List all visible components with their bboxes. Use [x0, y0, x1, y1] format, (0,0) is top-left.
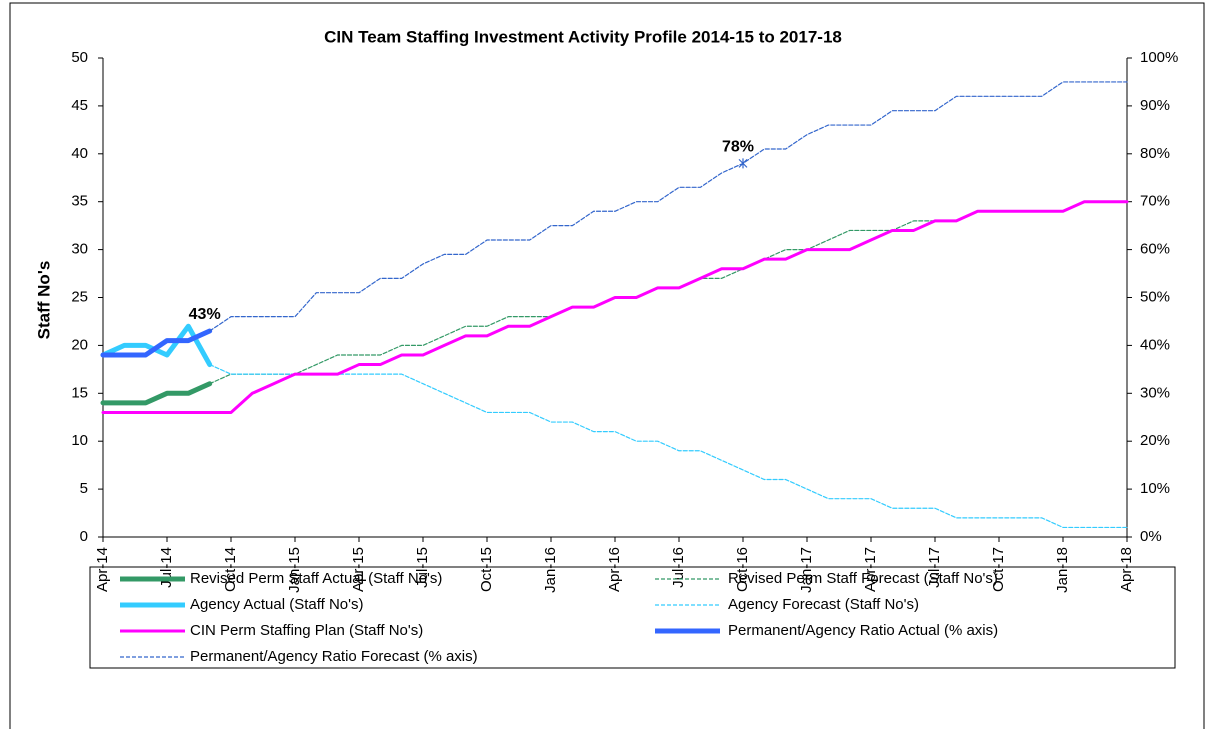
y2-tick-label: 70% — [1140, 193, 1170, 210]
frame — [9, 2, 1205, 729]
x-tick-label: Apr-17 — [862, 547, 879, 592]
series-line — [100, 328, 213, 358]
x-tick-label: Apr-15 — [350, 547, 367, 592]
data-label: 43% — [189, 306, 221, 323]
legend-label: Revised Perm Staff Actual (Staff No's) — [190, 570, 442, 587]
y2-tick-label: 50% — [1140, 288, 1170, 305]
x-tick-label: Oct-15 — [478, 547, 495, 592]
data-label: 78% — [722, 139, 754, 156]
legend-label: Agency Forecast (Staff No's) — [728, 596, 919, 613]
y-tick-label: 30 — [71, 241, 88, 258]
series-line — [209, 363, 1128, 529]
y2-tick-label: 90% — [1140, 97, 1170, 114]
x-tick-label: Jul-15 — [414, 547, 431, 588]
x-tick-label: Jul-16 — [670, 547, 687, 588]
series-line — [100, 381, 213, 406]
y-tick-label: 35 — [71, 193, 88, 210]
point-marker — [738, 158, 748, 169]
x-tick-label: Apr-16 — [606, 547, 623, 592]
x-tick-label: Apr-14 — [94, 547, 111, 592]
y-tick-label: 10 — [71, 432, 88, 449]
legend-label: Permanent/Agency Ratio Forecast (% axis) — [190, 648, 478, 665]
y-tick-label: 5 — [80, 480, 88, 497]
legend-box — [89, 566, 1176, 669]
y-tick-label: 0 — [80, 528, 88, 545]
series-line — [101, 200, 1129, 414]
x-tick-label: Jul-17 — [926, 547, 943, 588]
y2-tick-label: 30% — [1140, 384, 1170, 401]
y-tick-label: 50 — [71, 49, 88, 66]
y-tick-label: 15 — [71, 384, 88, 401]
x-tick-label: Jan-15 — [286, 547, 303, 593]
x-tick-label: Jul-14 — [158, 547, 175, 588]
x-tick-label: Apr-18 — [1118, 547, 1135, 592]
y-tick-label: 40 — [71, 145, 88, 162]
y2-tick-label: 20% — [1140, 432, 1170, 449]
y-tick-label: 45 — [71, 97, 88, 114]
x-tick-label: Jan-16 — [542, 547, 559, 593]
y-axis-title: Staff No's — [34, 261, 53, 340]
x-tick-label: Oct-17 — [990, 547, 1007, 592]
x-tick-label: Jan-18 — [1054, 547, 1071, 593]
chart-title: CIN Team Staffing Investment Activity Pr… — [324, 27, 842, 46]
y2-tick-label: 40% — [1140, 336, 1170, 353]
legend-label: Revised Perm Staff Forecast (Staff No's) — [728, 570, 998, 587]
y2-tick-label: 100% — [1140, 49, 1178, 66]
y2-tick-label: 60% — [1140, 241, 1170, 258]
x-tick-label: Jan-17 — [798, 547, 815, 593]
legend-label: CIN Perm Staffing Plan (Staff No's) — [190, 622, 423, 639]
y-tick-label: 20 — [71, 336, 88, 353]
y2-tick-label: 10% — [1140, 480, 1170, 497]
y2-tick-label: 0% — [1140, 528, 1162, 545]
x-tick-label: Oct-14 — [222, 547, 239, 592]
series-line — [209, 81, 1128, 332]
x-tick-label: Oct-16 — [734, 547, 751, 592]
legend-label: Agency Actual (Staff No's) — [190, 596, 364, 613]
y-tick-label: 25 — [71, 288, 88, 305]
y2-tick-label: 80% — [1140, 145, 1170, 162]
legend-label: Permanent/Agency Ratio Actual (% axis) — [728, 622, 998, 639]
